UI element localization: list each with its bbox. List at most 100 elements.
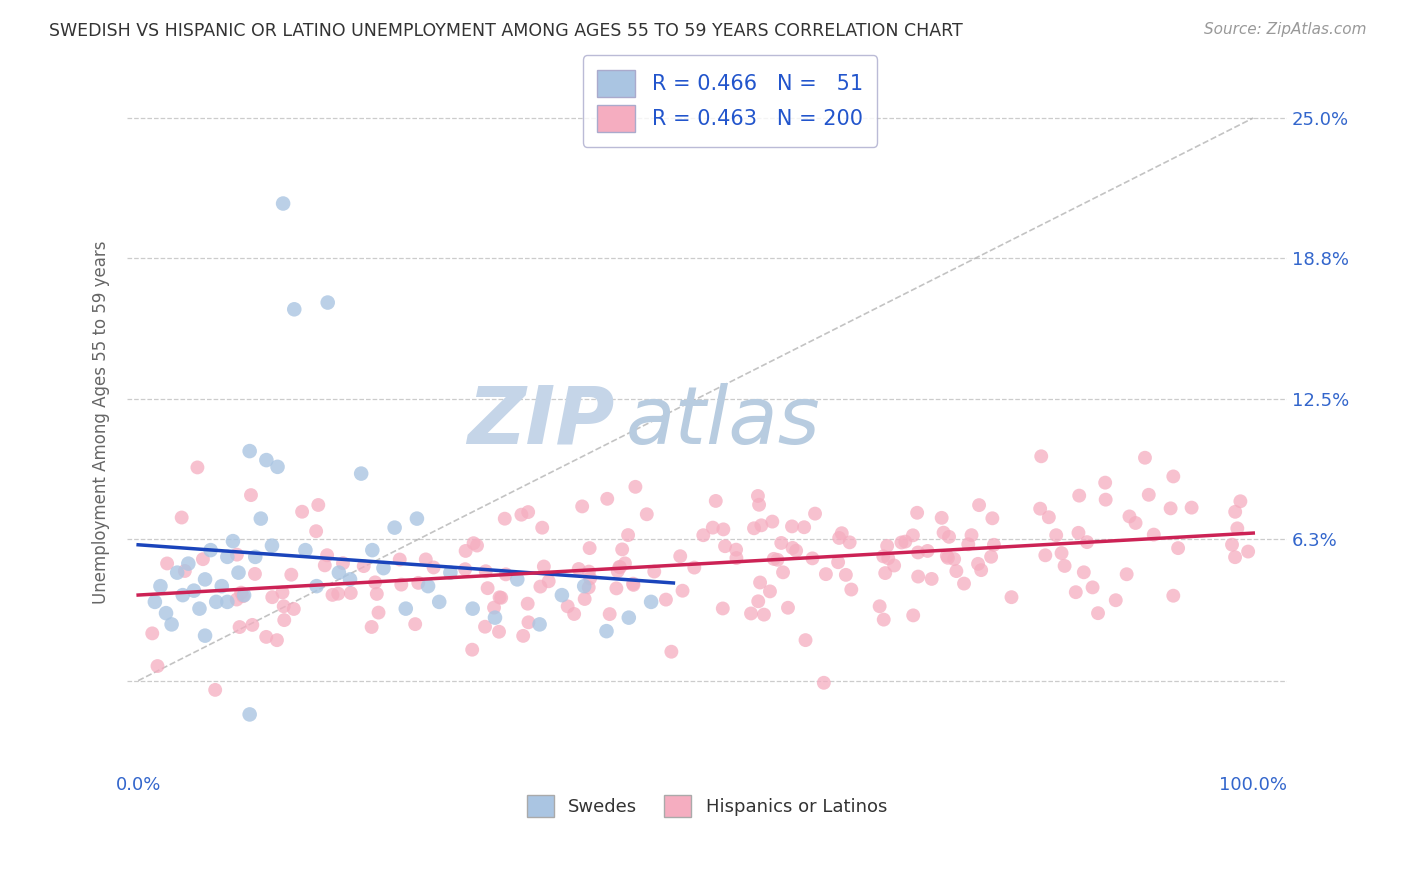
Point <box>983 538 1005 552</box>
Point <box>231 585 253 599</box>
Point <box>711 601 734 615</box>
Point <box>249 511 271 525</box>
Point <box>239 444 262 458</box>
Point <box>1105 593 1128 607</box>
Point <box>482 600 505 615</box>
Point <box>510 508 533 522</box>
Point <box>568 562 591 576</box>
Point <box>1050 546 1073 560</box>
Point <box>1069 489 1091 503</box>
Point <box>316 295 339 310</box>
Point <box>517 505 540 519</box>
Point <box>669 549 692 564</box>
Point <box>156 557 179 571</box>
Point <box>484 610 506 624</box>
Point <box>875 566 897 580</box>
Point <box>749 518 772 533</box>
Point <box>936 550 959 565</box>
Point <box>283 602 305 616</box>
Point <box>239 707 262 722</box>
Point <box>932 525 955 540</box>
Point <box>551 588 574 602</box>
Point <box>454 544 477 558</box>
Point <box>794 633 817 648</box>
Point <box>596 491 619 506</box>
Point <box>266 633 288 648</box>
Point <box>360 620 382 634</box>
Point <box>439 566 461 580</box>
Point <box>894 534 917 549</box>
Point <box>1087 606 1109 620</box>
Point <box>422 560 444 574</box>
Point <box>495 567 517 582</box>
Point <box>172 588 194 602</box>
Point <box>1220 538 1243 552</box>
Point <box>1229 494 1251 508</box>
Point <box>1033 549 1056 563</box>
Point <box>831 526 853 541</box>
Point <box>1167 541 1189 555</box>
Point <box>1064 585 1087 599</box>
Point <box>572 579 595 593</box>
Point <box>262 590 284 604</box>
Point <box>943 552 966 566</box>
Point <box>361 543 384 558</box>
Point <box>605 582 627 596</box>
Point <box>228 566 250 580</box>
Point <box>609 560 631 574</box>
Text: ZIP: ZIP <box>467 383 614 461</box>
Point <box>772 566 794 580</box>
Point <box>636 508 658 522</box>
Point <box>461 642 484 657</box>
Point <box>1031 450 1053 464</box>
Point <box>350 467 373 481</box>
Point <box>1094 492 1116 507</box>
Point <box>813 675 835 690</box>
Point <box>1073 566 1095 580</box>
Point <box>640 595 662 609</box>
Point <box>907 569 929 583</box>
Point <box>388 552 411 566</box>
Point <box>408 575 430 590</box>
Point <box>621 576 644 591</box>
Point <box>1081 581 1104 595</box>
Point <box>529 580 551 594</box>
Point <box>240 488 263 502</box>
Point <box>254 630 277 644</box>
Point <box>328 566 350 580</box>
Text: Source: ZipAtlas.com: Source: ZipAtlas.com <box>1204 22 1367 37</box>
Point <box>761 515 783 529</box>
Point <box>752 607 775 622</box>
Point <box>609 560 631 574</box>
Text: atlas: atlas <box>626 383 821 461</box>
Point <box>953 576 976 591</box>
Point <box>314 558 336 573</box>
Point <box>579 571 602 585</box>
Point <box>1226 521 1249 535</box>
Point <box>1029 501 1052 516</box>
Point <box>477 581 499 595</box>
Point <box>186 460 208 475</box>
Point <box>1000 590 1022 604</box>
Point <box>404 617 426 632</box>
Point <box>488 624 510 639</box>
Point <box>776 600 799 615</box>
Point <box>835 567 858 582</box>
Point <box>294 543 316 558</box>
Point <box>785 543 807 558</box>
Point <box>574 592 596 607</box>
Point <box>339 586 361 600</box>
Point <box>364 575 387 590</box>
Point <box>395 601 418 615</box>
Point <box>143 595 166 609</box>
Point <box>1137 488 1160 502</box>
Point <box>416 579 439 593</box>
Point <box>655 592 678 607</box>
Point <box>1115 567 1137 582</box>
Legend: Swedes, Hispanics or Latinos: Swedes, Hispanics or Latinos <box>519 788 894 824</box>
Point <box>1161 589 1184 603</box>
Point <box>903 608 925 623</box>
Point <box>617 610 640 624</box>
Point <box>780 519 803 533</box>
Point <box>461 601 484 615</box>
